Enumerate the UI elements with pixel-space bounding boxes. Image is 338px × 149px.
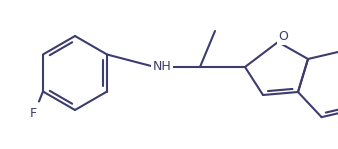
Text: NH: NH <box>153 60 171 73</box>
Text: F: F <box>29 107 37 120</box>
Text: O: O <box>278 31 288 44</box>
